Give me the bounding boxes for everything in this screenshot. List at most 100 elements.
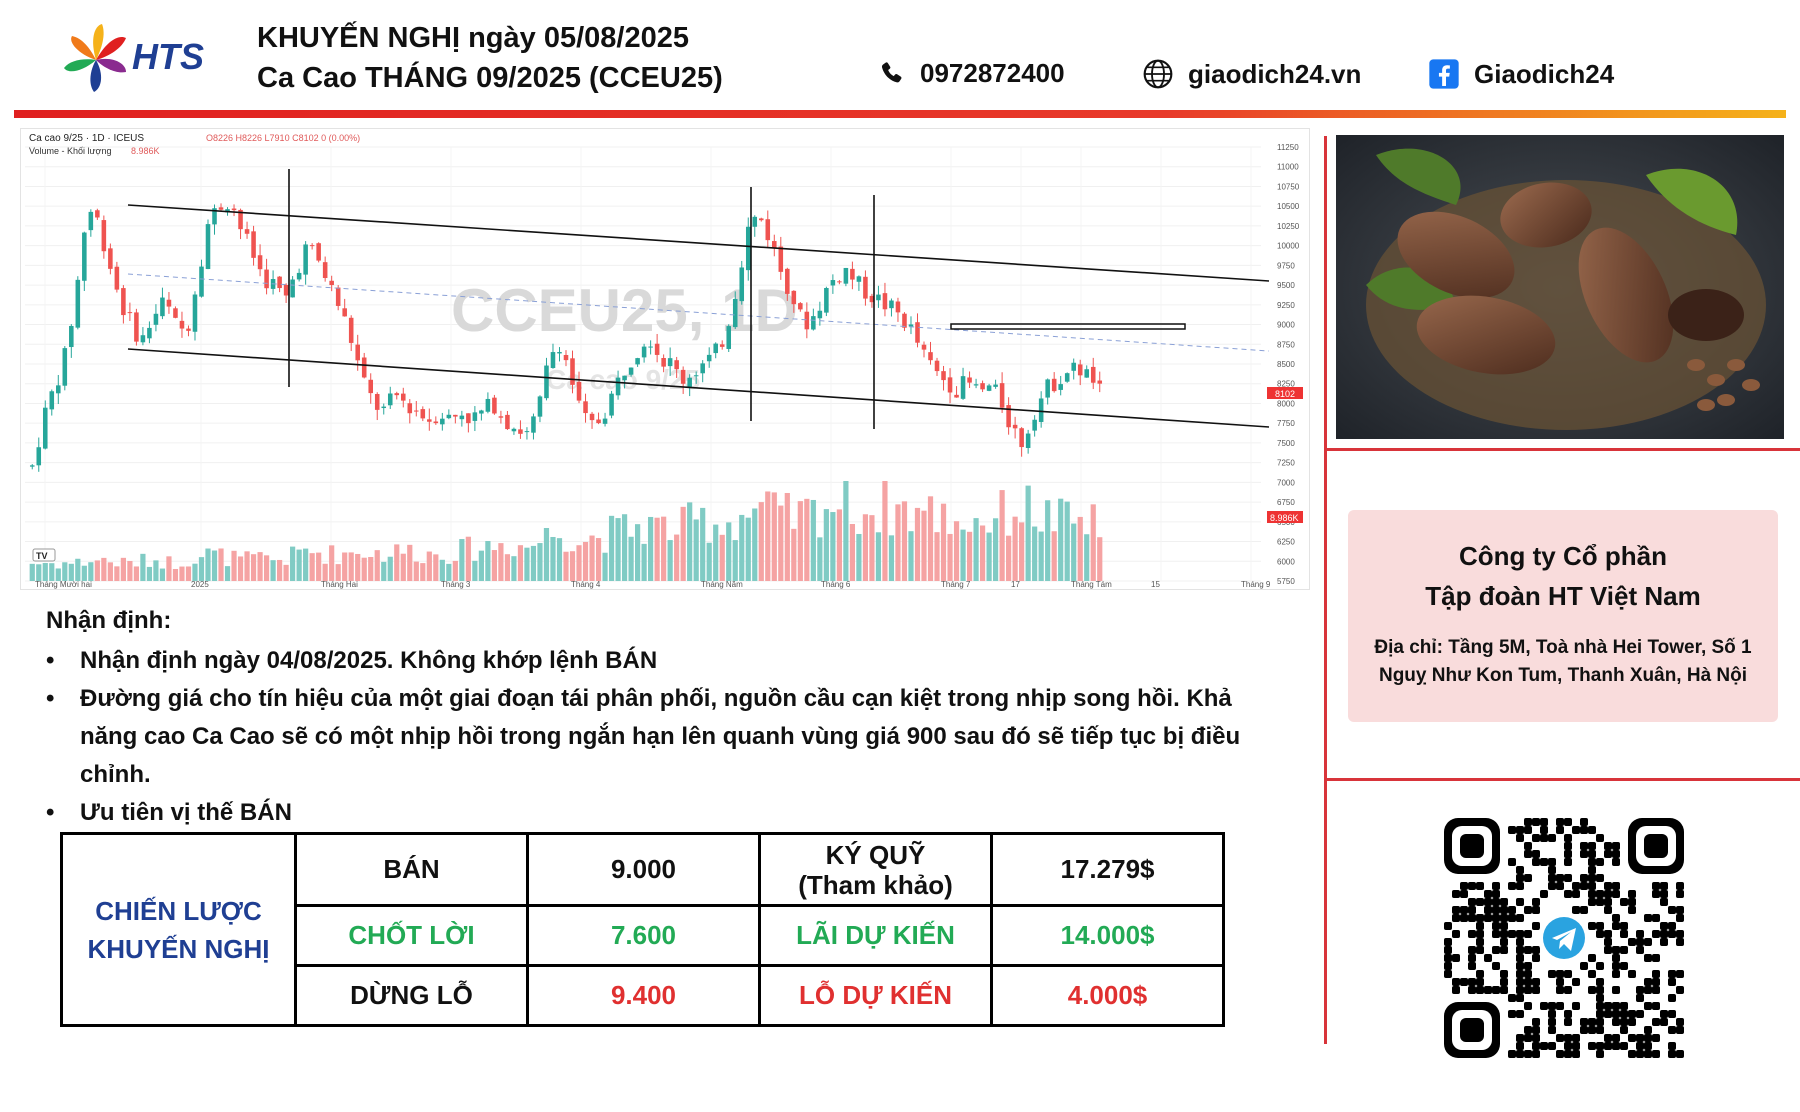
- candle-body: [980, 383, 985, 390]
- qr-module: [1532, 978, 1540, 986]
- qr-module: [1580, 874, 1588, 882]
- candle-body: [1038, 398, 1044, 422]
- telegram-qr-code[interactable]: [1444, 818, 1684, 1058]
- qr-module: [1468, 946, 1476, 954]
- volume-bar: [335, 564, 341, 581]
- volume-bar: [179, 566, 185, 581]
- qr-module: [1588, 850, 1596, 858]
- qr-module: [1492, 986, 1500, 994]
- qr-module: [1532, 1050, 1540, 1058]
- volume-bar: [700, 507, 706, 581]
- y-tick-label: 8250: [1277, 380, 1295, 389]
- qr-module: [1644, 1026, 1652, 1034]
- volume-bar: [641, 543, 647, 581]
- volume-bar: [947, 533, 953, 581]
- qr-module: [1596, 1002, 1604, 1010]
- qr-module: [1604, 898, 1612, 906]
- volume-bar: [166, 556, 172, 581]
- candle-body: [772, 241, 777, 248]
- qr-module: [1636, 930, 1644, 938]
- y-tick-label: 7250: [1277, 459, 1295, 468]
- volume-bar: [94, 560, 100, 581]
- phone-contact[interactable]: 0972872400: [878, 58, 1065, 89]
- y-tick-label: 10500: [1277, 202, 1300, 211]
- candle-body: [654, 343, 660, 355]
- qr-module: [1476, 986, 1484, 994]
- qr-module: [1492, 914, 1500, 922]
- qr-module: [1492, 930, 1500, 938]
- qr-module: [1500, 930, 1508, 938]
- qr-module: [1668, 1010, 1676, 1018]
- expected-loss-amount: 4.000$: [990, 964, 1225, 1027]
- volume-bar: [687, 502, 693, 581]
- analysis-list: Nhận định ngày 04/08/2025. Không khớp lệ…: [46, 642, 1266, 832]
- volume-bar: [667, 540, 673, 581]
- price-chart[interactable]: CCEU25, 1D Ca cao 9/25 11250110001075010…: [20, 128, 1310, 590]
- candle-body: [498, 416, 504, 418]
- qr-module: [1572, 1002, 1580, 1010]
- qr-module: [1484, 898, 1492, 906]
- qr-module: [1588, 842, 1596, 850]
- qr-module: [1588, 826, 1596, 834]
- qr-module: [1596, 1010, 1604, 1018]
- qr-module: [1676, 1026, 1684, 1034]
- volume-bar: [283, 564, 289, 581]
- volume-bar: [784, 492, 790, 581]
- qr-module: [1596, 930, 1604, 938]
- qr-module: [1564, 1050, 1572, 1058]
- volume-bar: [426, 551, 432, 581]
- volume-bar: [745, 517, 751, 581]
- candle-body: [732, 298, 738, 328]
- qr-module: [1612, 946, 1620, 954]
- volume-bar: [172, 568, 179, 581]
- qr-module: [1460, 914, 1468, 922]
- facebook-contact[interactable]: Giaodich24: [1428, 58, 1614, 90]
- symbol-line: Ca cao 9/25 · 1D · ICEUS: [29, 133, 144, 144]
- qr-module: [1492, 922, 1500, 930]
- candle-body: [1045, 379, 1050, 398]
- qr-module: [1588, 866, 1596, 874]
- qr-module: [1444, 922, 1452, 930]
- volume-bar: [478, 550, 484, 581]
- qr-module: [1524, 970, 1532, 978]
- qr-module: [1580, 826, 1588, 834]
- qr-module: [1628, 1010, 1636, 1018]
- volume-bar: [1045, 500, 1051, 581]
- qr-module: [1620, 946, 1628, 954]
- qr-module: [1612, 1002, 1620, 1010]
- right-panel-separator: [1327, 778, 1800, 781]
- qr-module: [1548, 1010, 1556, 1018]
- qr-module: [1548, 1002, 1556, 1010]
- qr-module: [1564, 818, 1572, 826]
- qr-module: [1580, 850, 1588, 858]
- qr-module: [1612, 970, 1620, 978]
- candle-body: [1019, 428, 1024, 448]
- qr-module: [1524, 1034, 1532, 1042]
- qr-module: [1516, 1034, 1524, 1042]
- qr-module: [1540, 818, 1548, 826]
- volume-bar: [75, 558, 81, 581]
- qr-module: [1628, 906, 1636, 914]
- volume-bar: [485, 541, 491, 581]
- candle-body: [387, 393, 393, 406]
- qr-module: [1516, 994, 1524, 1002]
- volume-bar: [1097, 537, 1103, 581]
- qr-module: [1508, 994, 1516, 1002]
- qr-module: [1596, 1026, 1604, 1034]
- y-tick-label: 7500: [1277, 439, 1295, 448]
- candle-body: [615, 377, 621, 396]
- volume-bar: [146, 566, 153, 581]
- qr-module: [1596, 1018, 1604, 1026]
- volume-bar: [628, 536, 634, 581]
- volume-bar: [1019, 522, 1025, 581]
- candle-body: [824, 288, 829, 313]
- qr-module: [1588, 1042, 1596, 1050]
- candle-body: [941, 371, 946, 381]
- volume-bar: [1032, 526, 1038, 581]
- website-contact[interactable]: giaodich24.vn: [1142, 58, 1361, 90]
- qr-module: [1516, 962, 1524, 970]
- qr-module: [1676, 1018, 1684, 1026]
- candle-body: [739, 267, 745, 302]
- candle-body: [309, 245, 315, 247]
- qr-module: [1596, 898, 1604, 906]
